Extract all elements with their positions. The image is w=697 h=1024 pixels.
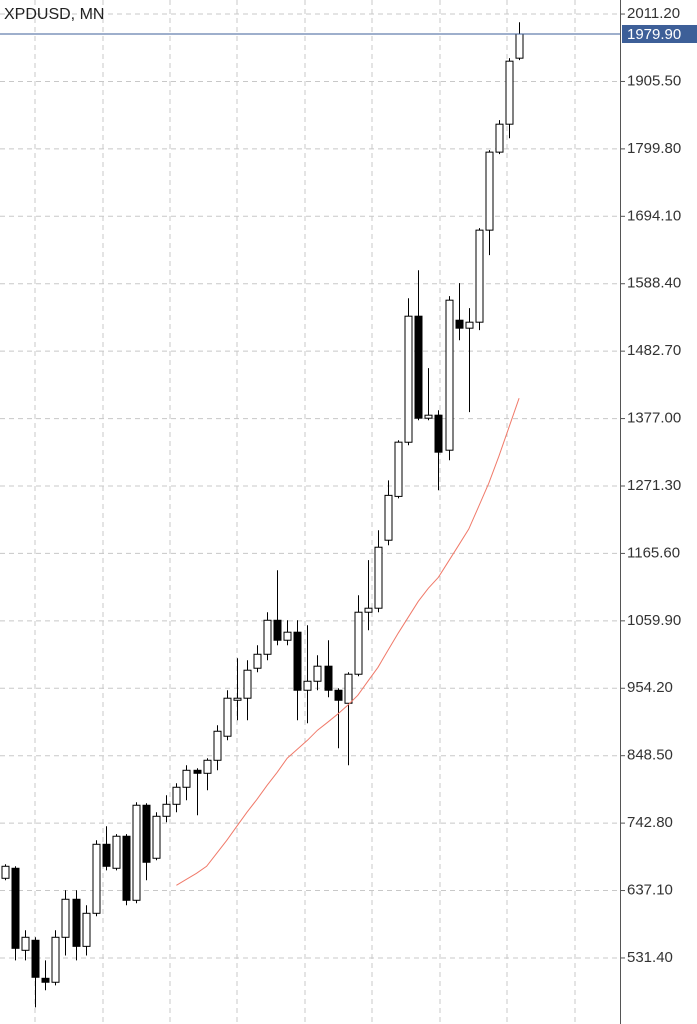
candle-body	[61, 898, 70, 938]
candle-body	[364, 607, 373, 613]
candle-body	[82, 912, 91, 947]
price-label-box	[622, 24, 697, 43]
candle-body	[455, 319, 464, 329]
candle-body	[303, 680, 312, 691]
candle-body	[354, 611, 363, 675]
y-tick-label: 1799.80	[627, 140, 681, 157]
candle-body	[404, 315, 413, 443]
candle-body	[374, 546, 383, 609]
y-tick-label: 1377.00	[627, 410, 681, 427]
candle-body	[51, 936, 60, 983]
y-tick-label: 1694.10	[627, 207, 681, 224]
candle-body	[92, 843, 101, 914]
candle-body	[132, 804, 141, 901]
candle-body	[334, 689, 343, 701]
y-tick-label: 531.40	[627, 949, 673, 966]
candle-body	[253, 653, 262, 669]
grid: 2011.20 1905.50 1799.80 1694.10 1588.40 1482.…	[0, 5, 681, 966]
y-tick-label: 1271.30	[627, 477, 681, 494]
candle-body	[152, 815, 161, 859]
candle-body	[21, 936, 30, 951]
y-tick-label: 1588.40	[627, 275, 681, 292]
overlays: 1979.90	[0, 24, 697, 43]
candle-body	[223, 697, 232, 737]
y-tick-label: 2011.20	[627, 5, 680, 22]
y-tick-label: 954.20	[627, 679, 673, 696]
candle-body	[394, 441, 403, 497]
candle-body	[122, 835, 131, 901]
candle-body	[172, 786, 181, 805]
candle-body	[495, 123, 504, 153]
y-tick-label: 742.80	[627, 814, 673, 831]
candle-body	[414, 315, 423, 419]
candle-body	[273, 619, 282, 641]
candle-body	[112, 835, 121, 869]
candle-body	[213, 730, 222, 761]
candle-body	[41, 977, 50, 983]
candle-body	[424, 414, 433, 419]
candle-body	[475, 229, 484, 323]
y-tick-label: 1165.60	[627, 544, 680, 561]
candle-body	[485, 151, 494, 231]
candle-body	[72, 898, 81, 947]
candle-body	[293, 631, 302, 691]
candle-body	[142, 804, 151, 863]
candle-body	[203, 759, 212, 774]
candle-body	[1, 865, 10, 879]
candle-body	[11, 867, 20, 949]
candle-body	[434, 414, 443, 453]
candle-body	[283, 631, 292, 641]
candle-body	[344, 673, 353, 704]
vertical-grid	[34, 0, 576, 1024]
candle-body	[193, 769, 202, 774]
candle-body	[313, 665, 322, 682]
candle-body	[182, 769, 191, 788]
candle-body	[465, 321, 474, 329]
candle-body	[263, 619, 272, 655]
y-tick-label: 1059.90	[627, 612, 681, 629]
candle-body	[515, 33, 524, 59]
candle-body	[384, 494, 393, 541]
candle-body	[445, 299, 454, 451]
candle-body	[31, 939, 40, 978]
candle-body	[324, 665, 333, 691]
candles	[1, 22, 524, 1008]
candle-body	[233, 697, 242, 701]
moving-average-line	[176, 398, 520, 886]
y-tick-label: 1905.50	[627, 72, 681, 89]
y-tick-label: 848.50	[627, 747, 673, 764]
candle-body	[102, 843, 111, 867]
y-tick-label: 1482.70	[627, 342, 681, 359]
candle-body	[243, 669, 252, 699]
candle-body	[505, 60, 514, 125]
price-label: 1979.90	[627, 26, 681, 43]
y-tick-label: 637.10	[627, 882, 673, 899]
chart-title: XPDUSD, MN	[4, 6, 104, 23]
candle-body	[162, 803, 171, 817]
